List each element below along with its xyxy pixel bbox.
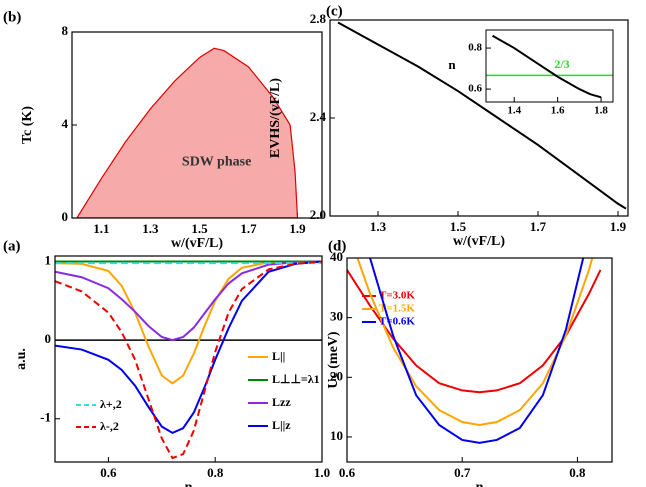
y-tick-label: 0	[62, 209, 69, 224]
x-tick-label: 1.3	[142, 221, 159, 236]
x-tick-label: 1.9	[610, 219, 627, 234]
x-axis-label: n	[476, 480, 484, 487]
panel-label: (a)	[3, 238, 21, 254]
y-tick-label: 0.6	[468, 83, 482, 95]
legend-label: L||z	[272, 418, 291, 432]
y-axis-label: a.u.	[14, 348, 29, 370]
y-axis-label: EVHS/(vF/L)	[268, 78, 283, 158]
series-line	[55, 260, 322, 435]
y-tick-label: 8	[62, 23, 69, 38]
y-tick-label: 2.8	[310, 11, 327, 26]
y-axis-label: Tc (K)	[20, 106, 35, 144]
legend-label: L||	[272, 349, 285, 363]
legend-label: T=0.6K	[379, 316, 415, 328]
y-tick-label: 2.0	[310, 207, 326, 222]
y-tick-label: 2.4	[310, 109, 327, 124]
panel-label: (c)	[326, 3, 343, 19]
x-axis-label: w/(vF/L)	[171, 236, 223, 251]
x-tick-label: 1.5	[191, 221, 208, 236]
y-axis-label: Uc (meV)	[326, 331, 341, 388]
y-tick-label: 40	[330, 249, 343, 264]
series-line	[55, 260, 322, 385]
x-axis-label: w/(vF/L)	[453, 234, 505, 249]
x-tick-label: 1.8	[594, 105, 608, 117]
x-tick-label: 0.6	[100, 465, 117, 480]
y-tick-label: 0.8	[468, 42, 482, 54]
plot-frame	[71, 31, 323, 219]
x-tick-label: 1.5	[450, 219, 467, 234]
legend-label: L⊥⊥=λ1	[272, 372, 320, 386]
x-tick-label: 1.7	[530, 219, 547, 234]
x-tick-label: 1.7	[240, 221, 257, 236]
legend-label: Lzz	[272, 395, 291, 409]
inset-bg	[486, 30, 613, 102]
legend-label: T=1.5K	[379, 303, 415, 315]
reference-label: 2/3	[554, 57, 569, 71]
panel-label: (b)	[3, 9, 21, 25]
x-tick-label: 1.1	[93, 221, 109, 236]
x-tick-label: 1.0	[314, 465, 330, 480]
x-tick-label: 0.8	[207, 465, 224, 480]
y-tick-label: 4	[62, 116, 69, 131]
y-tick-label: 20	[330, 368, 343, 383]
inset-frame	[485, 29, 614, 103]
x-tick-label: 1.4	[507, 105, 521, 117]
series-line	[337, 21, 627, 210]
annotation: SDW phase	[182, 154, 251, 169]
x-tick-label: 1.3	[370, 219, 387, 234]
series-line	[369, 258, 585, 444]
y-tick-label: -1	[40, 410, 51, 425]
y-tick-label: 0	[45, 331, 52, 346]
y-tick-label: 10	[330, 428, 343, 443]
plot-frame	[329, 19, 629, 217]
series-line	[55, 260, 322, 460]
x-axis-label: n	[185, 480, 193, 487]
legend-label: T=3.0K	[379, 290, 415, 302]
x-tick-label: 0.7	[454, 465, 471, 480]
y-tick-label: 30	[330, 309, 343, 324]
series-line	[55, 260, 322, 342]
series-line	[356, 258, 594, 427]
x-tick-label: 0.8	[569, 465, 586, 480]
legend-label: λ+,2	[100, 397, 122, 411]
legend-label: λ-,2	[100, 419, 119, 433]
plot-frame	[346, 257, 613, 463]
x-tick-label: 0.6	[339, 465, 356, 480]
x-tick-label: 1.9	[289, 221, 306, 236]
plot-frame	[54, 255, 323, 463]
x-tick-label: 1.6	[551, 105, 565, 117]
panel-label: (d)	[328, 238, 346, 254]
y-tick-label: 1	[45, 252, 52, 267]
area	[76, 47, 299, 218]
inset-y-label: n	[448, 57, 456, 72]
inset-line	[492, 34, 602, 99]
